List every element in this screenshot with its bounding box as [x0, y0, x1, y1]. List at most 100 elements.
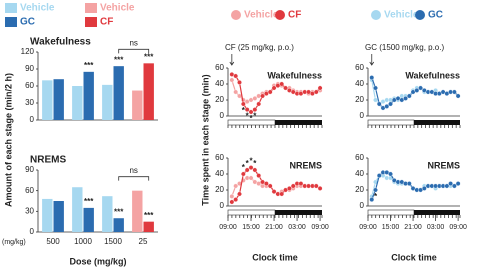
- x-tick-label: 21:00: [265, 224, 283, 231]
- y-tick-label: 90: [25, 64, 34, 73]
- y-tick-label: 120: [21, 47, 35, 56]
- legend-swatch: [5, 17, 17, 27]
- x-tick-label: 1000: [74, 237, 92, 246]
- bar: [102, 196, 113, 232]
- data-point: [233, 183, 239, 189]
- bar: [42, 80, 53, 120]
- legend-label: Vehicle: [384, 10, 419, 21]
- legend-marker: [415, 10, 425, 20]
- significance: ***: [114, 55, 124, 64]
- x-tick-label: 21:00: [404, 224, 422, 231]
- significance: *: [253, 159, 257, 168]
- significance: *: [242, 106, 246, 115]
- data-point: [384, 104, 390, 109]
- panel-title: Wakefulness: [30, 37, 91, 48]
- significance: ***: [144, 211, 154, 220]
- data-point: [373, 85, 378, 91]
- legend-label: CF: [100, 17, 113, 28]
- data-point: [252, 167, 258, 173]
- data-point: [286, 185, 292, 191]
- significance: *: [242, 163, 246, 172]
- x-axis-label: Clock time: [252, 252, 298, 262]
- data-point: [248, 165, 254, 171]
- data-point: [451, 89, 457, 95]
- data-point: [248, 175, 254, 181]
- x-tick-label: 03:00: [288, 224, 306, 231]
- data-point: [451, 183, 457, 189]
- data-point: [403, 96, 408, 101]
- bar: [113, 218, 124, 232]
- x-tick-label: 15:00: [242, 224, 260, 231]
- bar: [83, 71, 94, 120]
- data-point: [313, 183, 319, 189]
- legend-marker: [371, 10, 381, 20]
- legend-marker: [275, 10, 285, 20]
- dark-period: [414, 210, 460, 215]
- x-tick-label: 09:00: [219, 224, 237, 231]
- data-point: [455, 181, 461, 187]
- significance: *: [374, 192, 378, 201]
- bar: [132, 90, 143, 120]
- bracket-label: ns: [129, 166, 137, 175]
- significance: ***: [84, 197, 94, 206]
- bracket: [118, 176, 150, 181]
- data-point: [256, 101, 262, 107]
- y-tick-label: 40: [215, 79, 224, 88]
- bar: [42, 198, 53, 232]
- y-tick-label: 20: [355, 95, 364, 104]
- significance: ***: [84, 61, 94, 70]
- data-point: [283, 85, 288, 91]
- data-point: [406, 181, 412, 187]
- bar: [72, 86, 83, 120]
- data-point: [373, 187, 378, 193]
- data-point: [233, 197, 239, 203]
- bar: [113, 66, 124, 120]
- data-point: [252, 96, 258, 101]
- light-period: [227, 209, 276, 216]
- panel-title: NREMS: [30, 155, 66, 166]
- data-point: [373, 97, 378, 103]
- data-point: [267, 89, 273, 95]
- x-axis-label: Clock time: [391, 252, 437, 262]
- x-tick-label: 25: [139, 237, 148, 246]
- data-point: [317, 185, 323, 191]
- x-unit-label: (mg/kg): [2, 239, 26, 246]
- bracket: [118, 48, 150, 54]
- y-tick-label: 30: [25, 98, 34, 107]
- data-point: [263, 181, 269, 187]
- significance: ***: [114, 207, 124, 216]
- panel-title: Wakefulness: [267, 70, 322, 80]
- x-tick-label: 500: [46, 237, 60, 246]
- y-tick-label: 40: [355, 79, 364, 88]
- y-axis-label: Time spent in each stage (min): [200, 74, 210, 205]
- bar: [143, 221, 154, 232]
- data-point: [279, 191, 285, 197]
- significance: *: [253, 112, 257, 121]
- y-tick-label: 60: [215, 63, 224, 72]
- y-tick-label: 0: [30, 227, 35, 236]
- legend-label: Vehicle: [244, 10, 279, 21]
- legend-label: Vehicle: [100, 3, 135, 14]
- y-tick-label: 0: [220, 111, 225, 120]
- annotation-arrow: [229, 54, 235, 66]
- legend-label: GC: [428, 10, 443, 21]
- panel-title: NREMS: [289, 160, 322, 170]
- data-point: [414, 88, 420, 93]
- x-tick-label: 09:00: [311, 224, 329, 231]
- x-axis-label: Dose (mg/kg): [69, 256, 126, 266]
- bar: [143, 63, 154, 120]
- significance: ***: [144, 52, 154, 61]
- data-point: [369, 75, 375, 81]
- data-point: [418, 85, 423, 91]
- significance: *: [249, 157, 253, 166]
- data-point: [237, 191, 242, 197]
- legend-swatch: [85, 3, 97, 13]
- data-point: [256, 173, 262, 179]
- data-point: [260, 93, 265, 99]
- y-tick-label: 20: [355, 185, 364, 194]
- y-axis-label: Amount of each stage (min/2 h): [3, 73, 13, 207]
- y-tick-label: 0: [360, 111, 365, 120]
- y-tick-label: 60: [25, 81, 34, 90]
- x-tick-label: 09:00: [449, 224, 467, 231]
